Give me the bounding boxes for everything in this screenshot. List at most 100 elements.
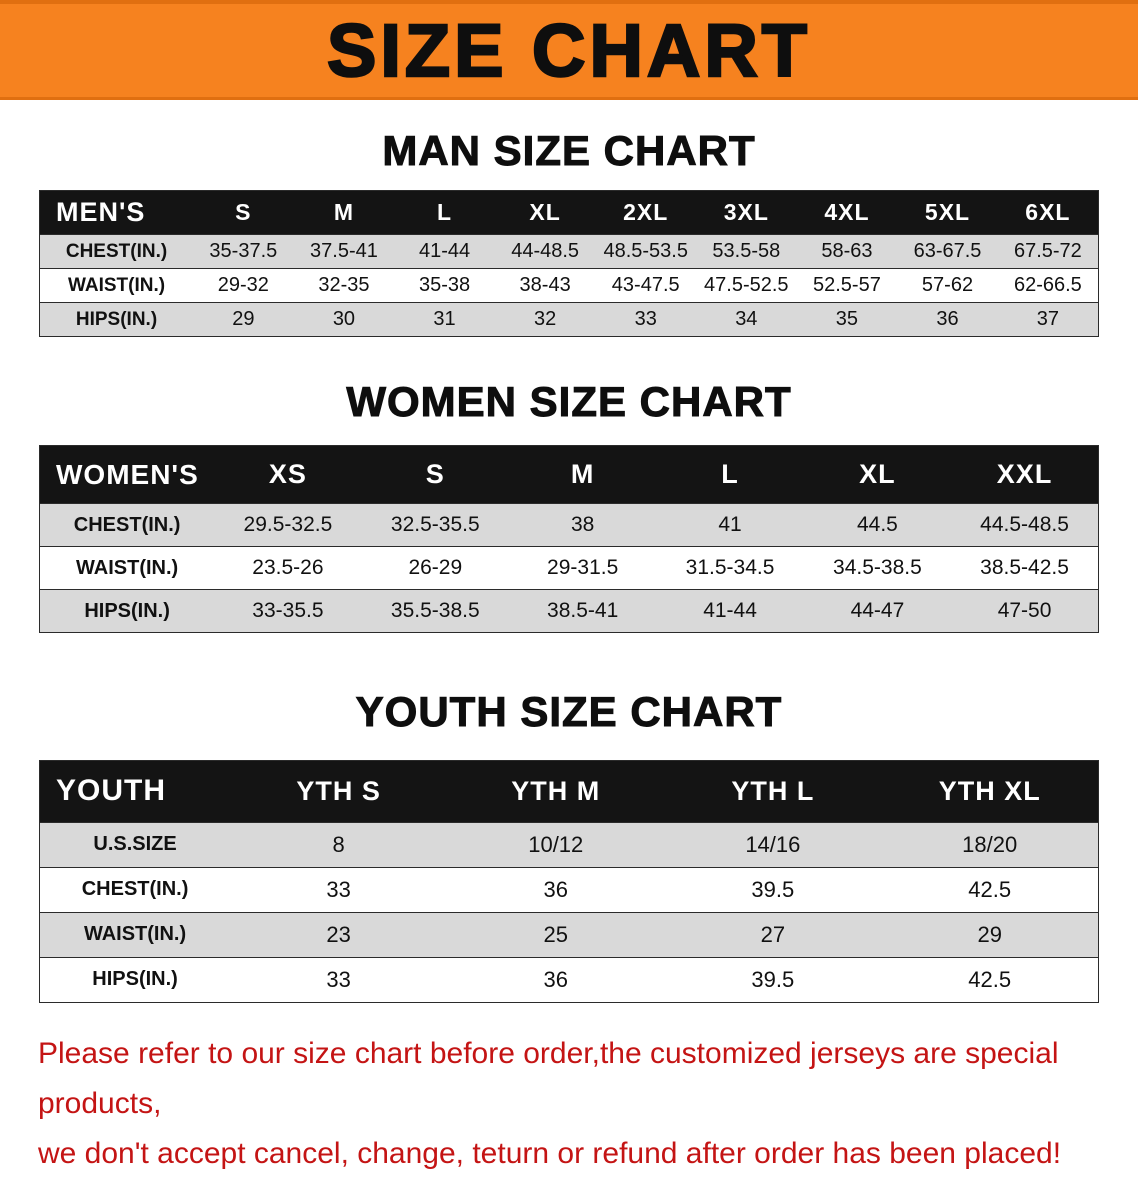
column-header: XL [494, 190, 596, 236]
disclaimer-line-1: Please refer to our size chart before or… [38, 1036, 1059, 1120]
size-cell: 52.5-57 [796, 268, 898, 304]
table-title-cell: YOUTH [39, 759, 231, 823]
size-cell: 25 [447, 911, 665, 958]
size-cell: 31 [394, 302, 495, 338]
row-label: HIPS(IN.) [39, 956, 231, 1003]
table-row: CHEST(IN.) 33 36 39.5 42.5 [39, 866, 1099, 913]
row-label: WAIST(IN.) [39, 911, 231, 958]
size-cell: 36 [447, 956, 665, 1003]
table-title-cell: MEN'S [39, 190, 194, 236]
youth-chart-heading: YOUTH SIZE CHART [355, 688, 783, 736]
header-row: YOUTH YTH S YTH M YTH L YTH XL [39, 759, 1099, 823]
size-cell: 42.5 [881, 866, 1099, 913]
column-header: YTH L [664, 759, 882, 823]
row-label: HIPS(IN.) [39, 302, 194, 338]
column-header: 3XL [696, 190, 797, 236]
size-cell: 32.5-35.5 [361, 503, 509, 548]
size-cell: 38-43 [494, 268, 596, 304]
row-label: CHEST(IN.) [39, 234, 194, 270]
header-row: MEN'S S M L XL 2XL 3XL 4XL 5XL 6XL [39, 190, 1099, 236]
size-cell: 36 [447, 866, 665, 913]
youth-size-table: YOUTH YTH S YTH M YTH L YTH XL U.S.SIZE 8 10/12… [39, 759, 1099, 1003]
size-cell: 38 [508, 503, 657, 548]
size-cell: 23 [230, 911, 448, 958]
size-cell: 35.5-38.5 [361, 589, 509, 634]
size-cell: 36 [897, 302, 998, 338]
column-header: L [394, 190, 495, 236]
size-cell: 33 [595, 302, 697, 338]
size-cell: 39.5 [664, 956, 882, 1003]
disclaimer-line-2: we don't accept cancel, change, teturn o… [38, 1136, 1062, 1170]
column-header: M [508, 445, 657, 505]
table-row: U.S.SIZE 8 10/12 14/16 18/20 [39, 821, 1099, 868]
size-cell: 32 [494, 302, 596, 338]
table-row: HIPS(IN.) 33-35.5 35.5-38.5 38.5-41 41-44 44-… [39, 589, 1099, 634]
column-header: YTH M [447, 759, 665, 823]
size-cell: 63-67.5 [897, 234, 998, 270]
size-cell: 18/20 [881, 821, 1099, 868]
size-cell: 33 [230, 956, 448, 1003]
size-cell: 31.5-34.5 [656, 546, 804, 591]
size-cell: 26-29 [361, 546, 509, 591]
women-chart-heading: WOMEN SIZE CHART [346, 378, 792, 426]
column-header: XS [214, 445, 362, 505]
size-cell: 34 [696, 302, 797, 338]
size-cell: 14/16 [664, 821, 882, 868]
table-row: HIPS(IN.) 33 36 39.5 42.5 [39, 956, 1099, 1003]
table-row: HIPS(IN.) 29 30 31 32 33 34 35 36 37 [39, 302, 1099, 338]
column-header: XXL [951, 445, 1099, 505]
size-cell: 67.5-72 [997, 234, 1099, 270]
size-cell: 37 [997, 302, 1099, 338]
size-cell: 47-50 [951, 589, 1099, 634]
women-size-table: WOMEN'S XS S M L XL XXL CHEST(IN.) 29.5-32.5 32.5… [39, 445, 1099, 634]
size-cell: 47.5-52.5 [696, 268, 797, 304]
column-header: L [656, 445, 804, 505]
table-row: CHEST(IN.) 35-37.5 37.5-41 41-44 44-48.5 48.5… [39, 234, 1099, 270]
size-cell: 44.5 [803, 503, 952, 548]
size-cell: 44-48.5 [494, 234, 596, 270]
size-cell: 29-32 [193, 268, 294, 304]
size-cell: 33 [230, 866, 448, 913]
size-cell: 35 [796, 302, 898, 338]
row-label: HIPS(IN.) [39, 589, 215, 634]
row-label: CHEST(IN.) [39, 503, 215, 548]
column-header: 5XL [897, 190, 998, 236]
size-cell: 38.5-41 [508, 589, 657, 634]
row-label: CHEST(IN.) [39, 866, 231, 913]
size-cell: 23.5-26 [214, 546, 362, 591]
size-cell: 43-47.5 [595, 268, 697, 304]
size-cell: 37.5-41 [293, 234, 395, 270]
size-cell: 58-63 [796, 234, 898, 270]
size-cell: 8 [230, 821, 448, 868]
size-cell: 41 [656, 503, 804, 548]
size-cell: 35-37.5 [193, 234, 294, 270]
column-header: S [361, 445, 509, 505]
size-cell: 29 [193, 302, 294, 338]
size-cell: 29 [881, 911, 1099, 958]
column-header: 6XL [997, 190, 1099, 236]
size-cell: 10/12 [447, 821, 665, 868]
size-cell: 41-44 [656, 589, 804, 634]
size-cell: 44.5-48.5 [951, 503, 1099, 548]
size-cell: 39.5 [664, 866, 882, 913]
column-header: S [193, 190, 294, 236]
size-cell: 32-35 [293, 268, 395, 304]
table-title-cell: WOMEN'S [39, 445, 215, 505]
size-cell: 57-62 [897, 268, 998, 304]
size-cell: 33-35.5 [214, 589, 362, 634]
table-row: WAIST(IN.) 23.5-26 26-29 29-31.5 31.5-34.5 34… [39, 546, 1099, 591]
row-label: WAIST(IN.) [39, 268, 194, 304]
column-header: M [293, 190, 395, 236]
column-header: YTH XL [881, 759, 1099, 823]
column-header: 4XL [796, 190, 898, 236]
size-cell: 41-44 [394, 234, 495, 270]
table-row: CHEST(IN.) 29.5-32.5 32.5-35.5 38 41 44.5 44.5… [39, 503, 1099, 548]
size-cell: 29.5-32.5 [214, 503, 362, 548]
size-cell: 44-47 [803, 589, 952, 634]
size-cell: 42.5 [881, 956, 1099, 1003]
row-label: WAIST(IN.) [39, 546, 215, 591]
row-label: U.S.SIZE [39, 821, 231, 868]
size-cell: 62-66.5 [997, 268, 1099, 304]
size-cell: 35-38 [394, 268, 495, 304]
column-header: YTH S [230, 759, 448, 823]
